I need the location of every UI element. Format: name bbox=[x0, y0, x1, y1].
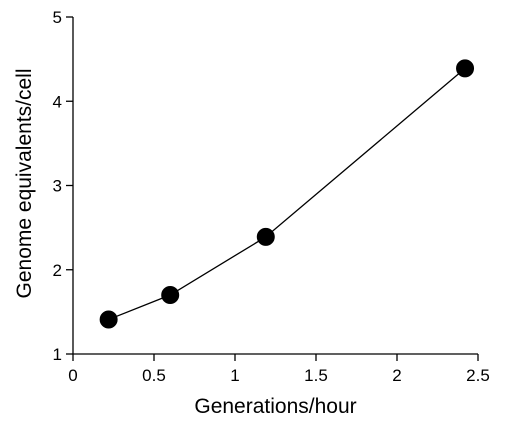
y-axis-label: Genome equivalents/cell bbox=[13, 69, 36, 299]
y-tick-label: 5 bbox=[53, 8, 62, 27]
x-tick-label: 2.5 bbox=[466, 366, 490, 385]
series-line bbox=[108, 67, 466, 321]
data-point bbox=[456, 59, 475, 78]
x-tick-label: 0.5 bbox=[142, 366, 166, 385]
y-tick-label: 1 bbox=[53, 345, 62, 364]
x-tick-label: 1.5 bbox=[304, 366, 328, 385]
axes bbox=[72, 17, 478, 355]
y-ticks: 1 2 3 4 5 bbox=[53, 8, 73, 364]
y-tick-label: 4 bbox=[53, 92, 62, 111]
data-point bbox=[256, 227, 275, 246]
series-group bbox=[99, 59, 475, 329]
x-ticks: 0 0.5 1 1.5 2 2.5 bbox=[68, 354, 490, 385]
y-tick-label: 3 bbox=[53, 177, 62, 196]
x-tick-label: 0 bbox=[68, 366, 77, 385]
data-point bbox=[99, 310, 118, 329]
data-point bbox=[161, 286, 180, 305]
x-tick-label: 2 bbox=[392, 366, 401, 385]
x-axis-label: Generations/hour bbox=[194, 395, 356, 418]
y-tick-label: 2 bbox=[53, 261, 62, 280]
x-tick-label: 1 bbox=[230, 366, 239, 385]
